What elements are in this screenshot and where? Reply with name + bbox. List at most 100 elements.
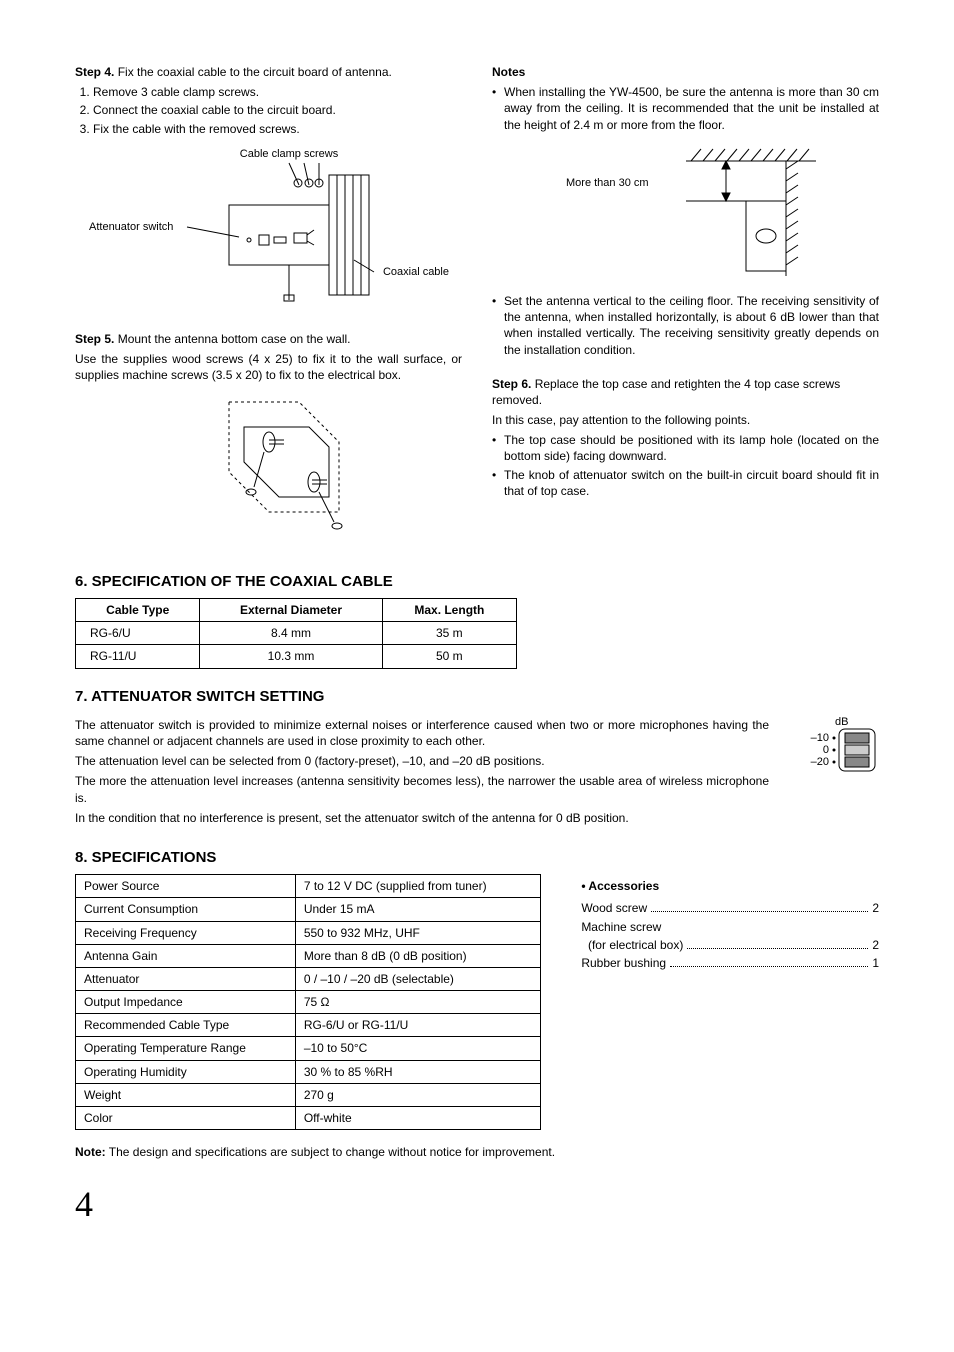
spec-cell-label: Operating Humidity	[76, 1060, 296, 1083]
spec-row-7: Operating Temperature Range–10 to 50°C	[76, 1037, 541, 1060]
ceiling-diagram: More than 30 cm	[492, 141, 879, 285]
accessories-block: • Accessories Wood screw2Machine screw (…	[581, 874, 879, 973]
step4-label: Step 4.	[75, 65, 114, 79]
notes-item-2: Set the antenna vertical to the ceiling …	[492, 293, 879, 358]
accessory-qty: 2	[872, 937, 879, 953]
spec-note: Note: The design and specifications are …	[75, 1144, 879, 1160]
cable-r1c2: 50 m	[382, 645, 517, 668]
accessory-dots	[670, 966, 868, 967]
notes-list: When installing the YW-4500, be sure the…	[492, 84, 879, 133]
spec-cell-value: Under 15 mA	[295, 898, 540, 921]
attn-l1: 0	[823, 744, 829, 756]
step4-sub-2: Connect the coaxial cable to the circuit…	[93, 102, 462, 118]
spec-table-wrap: Power Source7 to 12 V DC (supplied from …	[75, 874, 541, 1130]
step6-text: Replace the top case and retighten the 4…	[492, 377, 840, 407]
spec-cell-value: 0 / –10 / –20 dB (selectable)	[295, 967, 540, 990]
spec-cell-value: –10 to 50°C	[295, 1037, 540, 1060]
cable-h-2: Max. Length	[382, 598, 517, 621]
spec-cell-value: 270 g	[295, 1083, 540, 1106]
attn-l0: –10	[811, 732, 829, 744]
spec-row-9: Weight270 g	[76, 1083, 541, 1106]
s7-p1: The attenuator switch is provided to min…	[75, 717, 769, 749]
spec-cell-label: Current Consumption	[76, 898, 296, 921]
spec-cell-value: More than 8 dB (0 dB position)	[295, 944, 540, 967]
coaxial-cable-label: Coaxial cable	[382, 266, 448, 278]
accessory-label: Wood screw	[581, 900, 647, 916]
accessory-label: Machine screw	[581, 919, 879, 935]
step5-text: Mount the antenna bottom case on the wal…	[118, 332, 351, 346]
attn-unit: dB	[835, 716, 848, 728]
notes-item-1: When installing the YW-4500, be sure the…	[492, 84, 879, 133]
step5-label: Step 5.	[75, 332, 114, 346]
spec-row-5: Output Impedance75 Ω	[76, 991, 541, 1014]
spec-cell-label: Attenuator	[76, 967, 296, 990]
step5-para: Use the supplies wood screws (4 x 25) to…	[75, 351, 462, 383]
step6-para: In this case, pay attention to the follo…	[492, 412, 879, 428]
accessories-title: • Accessories	[581, 878, 879, 894]
page-number: 4	[75, 1180, 879, 1229]
s7-p2: The attenuation level can be selected fr…	[75, 753, 769, 769]
attenuator-diagram: dB –10 0 –20	[789, 713, 879, 787]
spec-table: Power Source7 to 12 V DC (supplied from …	[75, 874, 541, 1130]
left-column: Step 4. Fix the coaxial cable to the cir…	[75, 60, 462, 554]
spec-row-6: Recommended Cable TypeRG-6/U or RG-11/U	[76, 1014, 541, 1037]
accessory-sublabel: (for electrical box)	[581, 937, 683, 953]
cable-r1c1: 10.3 mm	[200, 645, 382, 668]
step4-sub-3: Fix the cable with the removed screws.	[93, 121, 462, 137]
step6-line: Step 6. Replace the top case and retight…	[492, 376, 879, 408]
step4-line: Step 4. Fix the coaxial cable to the cir…	[75, 64, 462, 80]
step6-bullets: The top case should be positioned with i…	[492, 432, 879, 499]
ceiling-label: More than 30 cm	[566, 177, 649, 189]
spec-cell-label: Weight	[76, 1083, 296, 1106]
s7-p3: The more the attenuation level increases…	[75, 773, 769, 805]
notes-list-2: Set the antenna vertical to the ceiling …	[492, 293, 879, 358]
spec-cell-label: Color	[76, 1107, 296, 1130]
spec-cell-value: 7 to 12 V DC (supplied from tuner)	[295, 875, 540, 898]
section7-title: 7. ATTENUATOR SWITCH SETTING	[75, 687, 879, 707]
step4-sub-1: Remove 3 cable clamp screws.	[93, 84, 462, 100]
cable-r1c0: RG-11/U	[76, 645, 200, 668]
step4-diagram: Cable clamp screws Attenuator switch Coa…	[75, 145, 462, 319]
top-region: Step 4. Fix the coaxial cable to the cir…	[75, 60, 879, 554]
cable-clamp-label: Cable clamp screws	[239, 148, 338, 160]
spec-row-1: Current ConsumptionUnder 15 mA	[76, 898, 541, 921]
step4-text: Fix the coaxial cable to the circuit boa…	[118, 65, 392, 79]
spec-note-label: Note:	[75, 1145, 106, 1159]
accessory-dots	[687, 948, 868, 949]
accessory-qty: 1	[872, 955, 879, 971]
spec-row-10: ColorOff-white	[76, 1107, 541, 1130]
step6-bullet-2: The knob of attenuator switch on the bui…	[492, 467, 879, 499]
spec-cell-label: Receiving Frequency	[76, 921, 296, 944]
spec-cell-value: 30 % to 85 %RH	[295, 1060, 540, 1083]
accessory-line-2: Rubber bushing 1	[581, 955, 879, 971]
spec-cell-label: Operating Temperature Range	[76, 1037, 296, 1060]
spec-note-text: The design and specifications are subjec…	[109, 1145, 555, 1159]
spec-cell-label: Antenna Gain	[76, 944, 296, 967]
cable-r0c0: RG-6/U	[76, 622, 200, 645]
cable-h-0: Cable Type	[76, 598, 200, 621]
cable-r0c2: 35 m	[382, 622, 517, 645]
spec-row-2: Receiving Frequency550 to 932 MHz, UHF	[76, 921, 541, 944]
step5-diagram	[75, 392, 462, 546]
spec-cell-value: 75 Ω	[295, 991, 540, 1014]
step5-line: Step 5. Mount the antenna bottom case on…	[75, 331, 462, 347]
notes-title: Notes	[492, 64, 879, 80]
section8-row: Power Source7 to 12 V DC (supplied from …	[75, 874, 879, 1130]
step6-label: Step 6.	[492, 377, 531, 391]
cable-r0c1: 8.4 mm	[200, 622, 382, 645]
section7-body: The attenuator switch is provided to min…	[75, 713, 879, 830]
step6-bullet-1: The top case should be positioned with i…	[492, 432, 879, 464]
accessory-label: Rubber bushing	[581, 955, 666, 971]
spec-cell-label: Output Impedance	[76, 991, 296, 1014]
section8-title: 8. SPECIFICATIONS	[75, 848, 879, 868]
spec-cell-value: 550 to 932 MHz, UHF	[295, 921, 540, 944]
spec-row-4: Attenuator0 / –10 / –20 dB (selectable)	[76, 967, 541, 990]
cable-h-1: External Diameter	[200, 598, 382, 621]
section7-text: The attenuator switch is provided to min…	[75, 713, 769, 830]
spec-cell-label: Power Source	[76, 875, 296, 898]
spec-cell-value: RG-6/U or RG-11/U	[295, 1014, 540, 1037]
step4-sublist: Remove 3 cable clamp screws. Connect the…	[75, 84, 462, 137]
attenuator-switch-label: Attenuator switch	[89, 221, 173, 233]
accessory-line-0: Wood screw2	[581, 900, 879, 916]
attn-l2: –20	[811, 756, 829, 768]
